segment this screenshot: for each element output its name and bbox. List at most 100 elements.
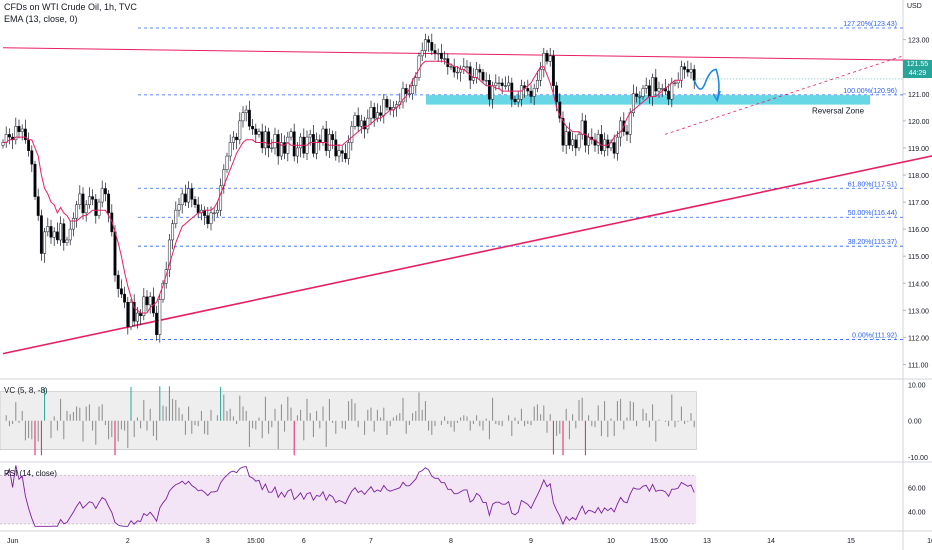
price-axis-label: 114.00 [908, 281, 929, 288]
candle-body [654, 77, 658, 92]
candle-body [97, 201, 101, 216]
candle-body [209, 212, 213, 224]
candle-body [433, 50, 437, 54]
candle-body [238, 120, 242, 141]
price-axis-label: 118.00 [908, 173, 929, 180]
candle-body [673, 82, 677, 85]
candle-body [267, 131, 271, 149]
candle-body [363, 120, 367, 130]
candle-body [382, 98, 386, 116]
fib-level-label: 100.00%(120.96) [843, 88, 897, 95]
trendline-lower [2, 155, 932, 355]
candle-body [206, 215, 210, 224]
candle-body [542, 52, 546, 70]
rsi-axis-label: 40.00 [908, 510, 926, 517]
candle-body [187, 188, 191, 203]
candle-body [561, 117, 565, 146]
candle-body [81, 193, 85, 214]
ema-line [3, 60, 682, 314]
time-axis-label: 10 [607, 538, 615, 545]
candle-body [100, 188, 104, 203]
fib-level-label: 38.20%(115.37) [848, 239, 897, 246]
candle-body [350, 126, 354, 143]
candle-body [49, 226, 53, 238]
price-axis-label: 111.00 [908, 362, 928, 369]
candle-body [84, 204, 88, 214]
candle-body [401, 88, 405, 103]
time-axis-label: 6 [302, 538, 306, 545]
price-axis-label: 117.00 [908, 200, 929, 207]
candle-body [337, 150, 341, 157]
candle-body [404, 88, 408, 95]
candle-body [487, 80, 491, 100]
candle-body [331, 134, 335, 141]
candle-body [174, 209, 178, 224]
candle-body [228, 142, 232, 157]
candle-body [193, 199, 197, 206]
candle-body [299, 136, 303, 149]
candle-body [449, 66, 453, 68]
candle-body [286, 136, 290, 154]
candle-body [343, 153, 347, 160]
time-axis-label: 3 [206, 538, 210, 545]
candle-body [33, 163, 37, 197]
currency-label: USD [907, 3, 922, 10]
candle-body [638, 96, 642, 98]
candle-body [491, 85, 495, 100]
candle-body [263, 131, 267, 149]
candle-body [583, 120, 587, 146]
trendline-projection [664, 55, 904, 135]
candle-body [289, 131, 293, 138]
candle-body [158, 299, 162, 335]
candle-body [657, 88, 661, 92]
candle-body [372, 107, 376, 119]
vc-indicator-label: VC (5, 8, -8) [4, 386, 48, 395]
candle-body [379, 112, 383, 116]
candle-body [23, 128, 27, 141]
candle-body [196, 204, 200, 214]
candle-body [14, 126, 18, 141]
vc-axis-label: 10.00 [908, 382, 926, 389]
candle-body [219, 185, 223, 211]
candle-body [478, 69, 482, 73]
candle-body [411, 85, 415, 95]
price-badge: 121.55 44:29 [903, 60, 932, 78]
candle-body [519, 85, 523, 100]
candle-body [545, 52, 549, 62]
candle-body [251, 126, 255, 130]
candle-body [65, 239, 69, 243]
candle-body [660, 88, 664, 90]
candle-body [103, 188, 107, 195]
candle-body [135, 312, 139, 322]
candle-body [116, 274, 120, 289]
candle-body [129, 301, 133, 327]
candle-body [548, 55, 552, 62]
fib-level-label: 50.00%(116.44) [848, 210, 897, 217]
rsi-band [0, 475, 697, 524]
candle-body [455, 71, 459, 74]
reversal-zone-label: Reversal Zone [812, 107, 865, 116]
candle-body [574, 139, 578, 149]
candle-body [385, 98, 389, 108]
candle-body [132, 301, 136, 322]
candle-body [407, 93, 411, 95]
candle-body [279, 142, 283, 157]
candle-body [324, 128, 328, 151]
candle-body [183, 193, 187, 203]
candle-body [190, 188, 194, 200]
price-badge-value: 121.55 [906, 61, 929, 68]
candle-body [427, 39, 431, 43]
candle-body [247, 109, 251, 127]
candle-body [155, 312, 159, 335]
candle-body [436, 52, 440, 55]
candle-body [231, 136, 235, 143]
candle-body [225, 155, 229, 170]
candle-body [366, 117, 370, 130]
candle-body [180, 193, 184, 206]
candle-body [631, 93, 635, 113]
candle-body [571, 139, 575, 146]
candle-body [615, 136, 619, 154]
candle-body [507, 82, 511, 86]
candle-body [161, 283, 165, 300]
price-axis-label: 116.00 [908, 227, 929, 234]
